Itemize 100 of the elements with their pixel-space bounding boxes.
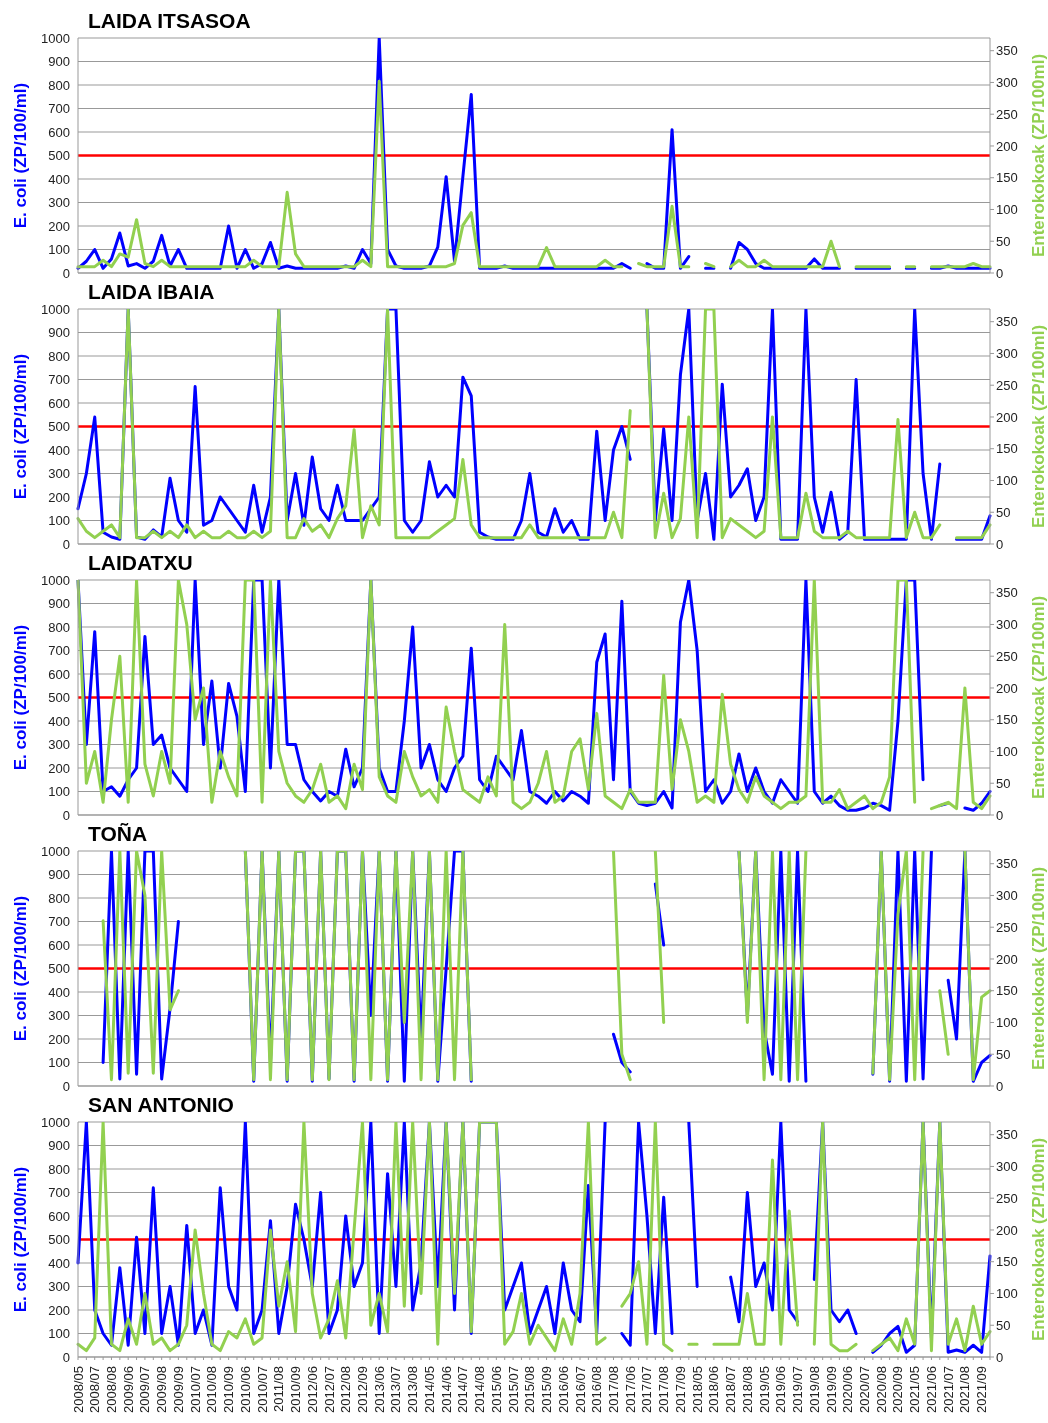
y-tick-label: 400 [48, 171, 70, 187]
y2-tick-label: 50 [996, 1046, 1011, 1062]
y2-tick-label: 200 [996, 138, 1018, 154]
x-tick-label: 2018/08 [739, 1366, 755, 1413]
y-axis-title: E. coli (ZP/100/ml) [10, 353, 30, 500]
y-tick-label: 200 [48, 489, 70, 505]
y-tick-label: 700 [48, 1185, 70, 1201]
y-tick-label: 400 [48, 713, 70, 729]
y-tick-label: 400 [48, 984, 70, 1000]
y2-tick-label: 300 [996, 75, 1018, 91]
x-tick-label: 2018/06 [706, 1366, 722, 1413]
y-axis-title: E. coli (ZP/100/ml) [10, 1166, 30, 1313]
y2-axis-title: Enterokokoak (ZP/100ml) [1028, 595, 1048, 800]
y2-tick-label: 100 [996, 473, 1018, 489]
y-tick-label: 700 [48, 643, 70, 659]
y2-tick-label: 250 [996, 648, 1018, 664]
y2-tick-label: 350 [996, 1127, 1018, 1143]
x-tick-label: 2016/06 [555, 1366, 571, 1413]
y-tick-label: 300 [48, 1008, 70, 1024]
x-tick-label: 2021/07 [940, 1366, 956, 1413]
y-tick-label: 900 [48, 1138, 70, 1154]
y-tick-label: 700 [48, 914, 70, 930]
y2-axis-title: Enterokokoak (ZP/100ml) [1028, 53, 1048, 258]
y-tick-label: 600 [48, 666, 70, 682]
x-tick-label: 2012/09 [354, 1366, 370, 1413]
y2-tick-label: 150 [996, 170, 1018, 186]
y-tick-label: 700 [48, 101, 70, 117]
x-tick-label: 2020/08 [873, 1366, 889, 1413]
x-tick-label: 2019/08 [806, 1366, 822, 1413]
x-tick-label: 2009/08 [154, 1366, 170, 1413]
y2-axis-title: Enterokokoak (ZP/100ml) [1028, 324, 1048, 529]
x-tick-label: 2013/08 [405, 1366, 421, 1413]
y2-tick-label: 50 [996, 1317, 1011, 1333]
y-tick-label: 200 [48, 218, 70, 234]
chart-title: LAIDA IBAIA [88, 280, 215, 303]
y2-tick-label: 100 [996, 744, 1018, 760]
y-tick-label: 800 [48, 348, 70, 364]
y-tick-label: 900 [48, 596, 70, 612]
y2-tick-label: 350 [996, 585, 1018, 601]
x-tick-label: 2015/06 [488, 1366, 504, 1413]
y2-tick-label: 150 [996, 1254, 1018, 1270]
x-tick-label: 2012/08 [338, 1366, 354, 1413]
y2-tick-label: 100 [996, 202, 1018, 218]
x-tick-label: 2019/09 [823, 1366, 839, 1413]
y2-tick-label: 250 [996, 1190, 1018, 1206]
x-tick-label: 2020/09 [890, 1366, 906, 1413]
y2-tick-label: 0 [996, 265, 1004, 281]
y-tick-label: 300 [48, 195, 70, 211]
x-tick-label: 2021/05 [907, 1366, 923, 1413]
y-tick-label: 300 [48, 466, 70, 482]
y2-tick-label: 150 [996, 712, 1018, 728]
x-tick-label: 2009/09 [170, 1366, 186, 1413]
y2-tick-label: 200 [996, 951, 1018, 967]
y-tick-label: 500 [48, 690, 70, 706]
y-tick-label: 100 [48, 242, 70, 258]
y-tick-label: 400 [48, 442, 70, 458]
y-tick-label: 500 [48, 1232, 70, 1248]
y-axis-title: E. coli (ZP/100/ml) [10, 82, 30, 229]
y-tick-label: 0 [62, 536, 70, 552]
y2-tick-label: 250 [996, 106, 1018, 122]
y-tick-label: 200 [48, 760, 70, 776]
x-tick-label: 2015/07 [505, 1366, 521, 1413]
y2-tick-label: 0 [996, 536, 1004, 552]
y-tick-label: 1000 [41, 843, 70, 859]
y2-tick-label: 200 [996, 409, 1018, 425]
x-tick-label: 2021/09 [974, 1366, 990, 1413]
y2-tick-label: 300 [996, 346, 1018, 362]
y2-tick-label: 250 [996, 377, 1018, 393]
x-tick-label: 2021/06 [923, 1366, 939, 1413]
x-tick-label: 2021/08 [957, 1366, 973, 1413]
y2-tick-label: 50 [996, 233, 1011, 249]
y-tick-label: 100 [48, 1326, 70, 1342]
x-tick-label: 2010/07 [254, 1366, 270, 1413]
x-tick-label: 2014/08 [472, 1366, 488, 1413]
chart-title: LAIDATXU [88, 551, 193, 574]
x-tick-label: 2012/07 [321, 1366, 337, 1413]
x-tick-label: 2008/07 [87, 1366, 103, 1413]
y2-tick-label: 50 [996, 775, 1011, 791]
y-tick-label: 300 [48, 737, 70, 753]
x-tick-label: 2014/06 [438, 1366, 454, 1413]
x-tick-label: 2020/06 [840, 1366, 856, 1413]
x-tick-label: 2019/07 [790, 1366, 806, 1413]
y-tick-label: 800 [48, 890, 70, 906]
chart-title: SAN ANTONIO [88, 1093, 234, 1116]
y-tick-label: 800 [48, 77, 70, 93]
y-axis-title: E. coli (ZP/100/ml) [10, 624, 30, 771]
y-tick-label: 400 [48, 1255, 70, 1271]
y-tick-label: 900 [48, 867, 70, 883]
y2-tick-label: 50 [996, 504, 1011, 520]
y-tick-label: 0 [62, 265, 70, 281]
y-tick-label: 200 [48, 1302, 70, 1318]
y2-tick-label: 0 [996, 1349, 1004, 1365]
y2-tick-label: 0 [996, 1078, 1004, 1094]
y-tick-label: 300 [48, 1279, 70, 1295]
x-tick-label: 2014/07 [455, 1366, 471, 1413]
y2-tick-label: 250 [996, 919, 1018, 935]
y-tick-label: 900 [48, 54, 70, 70]
x-tick-label: 2009/07 [137, 1366, 153, 1413]
x-tick-label: 2010/07 [187, 1366, 203, 1413]
x-tick-label: 2013/06 [371, 1366, 387, 1413]
